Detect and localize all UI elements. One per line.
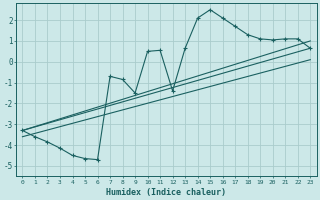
X-axis label: Humidex (Indice chaleur): Humidex (Indice chaleur) xyxy=(106,188,226,197)
